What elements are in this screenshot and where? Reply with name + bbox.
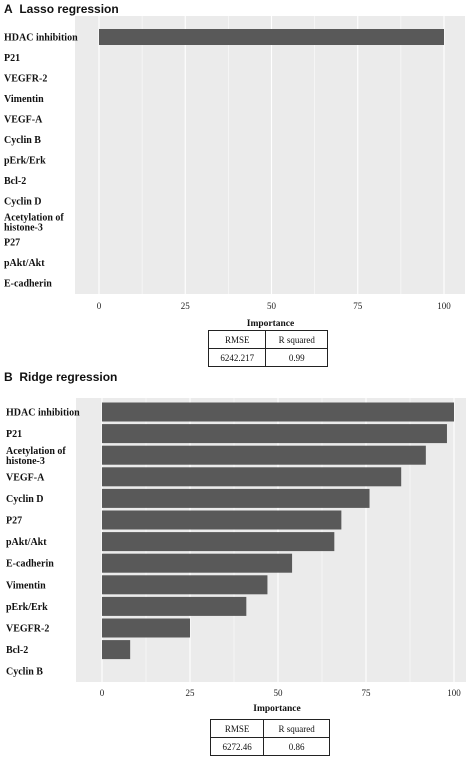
y-category-label: Acetylation of histone-3 <box>6 446 66 467</box>
stats-table-a: RMSE R squared 6242.217 0.99 <box>207 330 328 367</box>
y-category-label: P21 <box>6 429 22 440</box>
y-category-label: P27 <box>4 238 20 249</box>
bar <box>102 467 402 487</box>
y-category-label: Cyclin B <box>4 135 41 146</box>
y-category-label: Cyclin D <box>4 197 42 208</box>
y-category-label: Acetylation of histone-3 <box>4 213 64 234</box>
y-category-label: pAkt/Akt <box>4 258 45 269</box>
y-category-label: VEGF-A <box>4 115 43 126</box>
chart-ridge: 0 25 50 75 100 HDAC inhibition P21 Acetylation … <box>6 398 466 714</box>
y-category-label: E-cadherin <box>4 279 52 290</box>
stats-header-rsq: R squared <box>263 719 330 738</box>
bar <box>102 596 247 616</box>
chart-lasso: 0 25 50 75 100 HDAC inhibition P21 VEGFR-2 Vimen… <box>4 16 465 329</box>
panel-a-title-text: Lasso regression <box>19 2 119 16</box>
bar <box>102 575 268 595</box>
bar <box>102 618 190 638</box>
bar <box>102 640 131 660</box>
y-category-label: Bcl-2 <box>4 176 26 187</box>
y-category-label: pAkt/Akt <box>6 537 47 548</box>
y-category-label: VEGFR-2 <box>6 624 49 635</box>
bar <box>102 532 335 552</box>
stats-table-b: RMSE R squared 6272.46 0.86 <box>209 719 330 756</box>
y-category-label: VEGFR-2 <box>4 74 47 85</box>
panel-b-title-text: Ridge regression <box>19 370 118 384</box>
y-category-label: Bcl-2 <box>6 645 28 656</box>
panel-b-title: B Ridge regression <box>4 370 117 384</box>
panel-a-label: A <box>4 2 13 16</box>
y-category-label: Vimentin <box>4 94 44 105</box>
stats-header-rsq: R squared <box>265 330 328 349</box>
x-tick-label: 100 <box>437 301 451 311</box>
bar <box>102 424 447 444</box>
bar <box>102 553 293 573</box>
x-tick-label: 0 <box>100 688 105 698</box>
y-category-label: P27 <box>6 516 22 527</box>
x-tick-label: 25 <box>181 301 191 311</box>
stats-header-rmse: RMSE <box>207 330 267 349</box>
bar <box>102 488 370 508</box>
y-category-label: Cyclin B <box>6 667 43 678</box>
plot-background <box>75 16 465 294</box>
x-tick-label: 75 <box>362 688 372 698</box>
panel-b-label: B <box>4 370 13 384</box>
x-tick-label: 50 <box>274 688 284 698</box>
x-tick-label: 25 <box>186 688 196 698</box>
y-category-label: pErk/Erk <box>6 602 48 613</box>
stats-header-rmse: RMSE <box>209 719 265 738</box>
bar <box>102 510 342 530</box>
panel-a-title: A Lasso regression <box>4 2 119 16</box>
x-tick-label: 75 <box>353 301 363 311</box>
x-axis-title: Importance <box>253 704 301 714</box>
y-category-label: E-cadherin <box>6 559 54 570</box>
bar <box>102 402 454 422</box>
stats-value-rsq: 0.86 <box>263 737 330 756</box>
x-axis-title: Importance <box>247 319 295 329</box>
y-category-label: P21 <box>4 53 20 64</box>
stats-value-rmse: 6272.46 <box>209 737 265 756</box>
y-category-label: Vimentin <box>6 580 46 591</box>
x-tick-label: 100 <box>447 688 461 698</box>
y-category-label: HDAC inhibition <box>4 33 78 44</box>
stats-value-rsq: 0.99 <box>265 348 328 367</box>
bar <box>99 29 444 45</box>
y-category-label: Cyclin D <box>6 494 44 505</box>
stats-value-rmse: 6242.217 <box>207 348 267 367</box>
x-tick-label: 0 <box>97 301 102 311</box>
y-category-label: HDAC inhibition <box>6 408 80 419</box>
y-category-label: VEGF-A <box>6 472 45 483</box>
bar <box>102 445 426 465</box>
x-tick-label: 50 <box>267 301 277 311</box>
y-category-label: pErk/Erk <box>4 156 46 167</box>
